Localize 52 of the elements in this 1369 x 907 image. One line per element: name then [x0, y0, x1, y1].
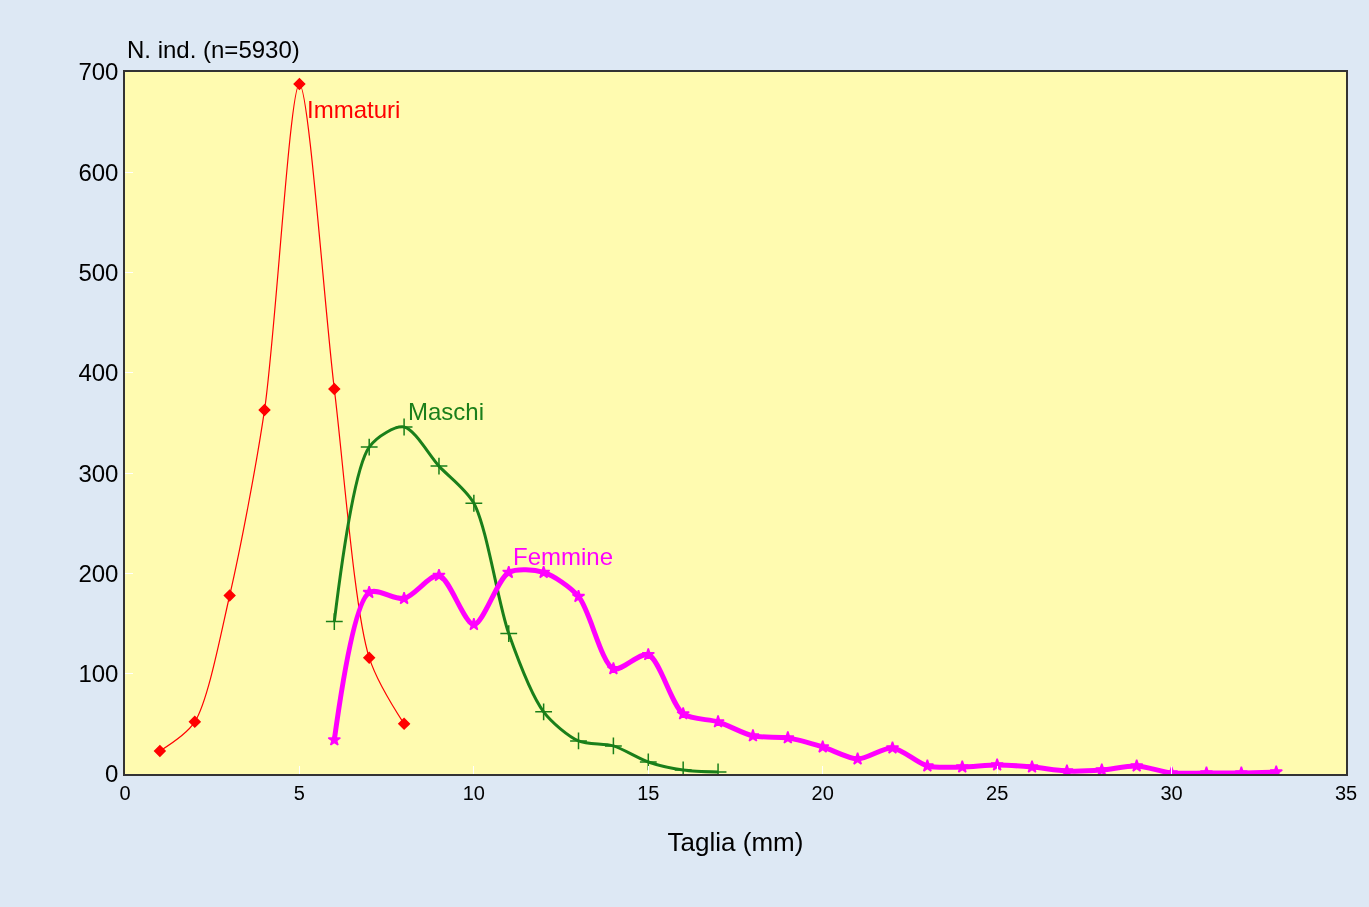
- point: [467, 617, 481, 631]
- point: [499, 624, 518, 643]
- point: [604, 736, 623, 756]
- point: [711, 714, 725, 728]
- point: [781, 730, 795, 744]
- point: [1060, 763, 1074, 774]
- x-tick-label: 15: [637, 781, 660, 804]
- y-tick-label: 100: [78, 660, 119, 688]
- point: [676, 706, 690, 720]
- point: [153, 744, 166, 757]
- x-tick-label: 25: [986, 781, 1009, 804]
- point: [398, 717, 411, 730]
- series-label: Immaturi: [307, 96, 401, 123]
- y-tick-label: 500: [78, 258, 119, 286]
- point: [429, 456, 449, 476]
- x-tick-label: 30: [1160, 781, 1183, 804]
- x-tick-label: 20: [811, 781, 834, 804]
- series-label: Maschi: [408, 398, 485, 425]
- y-tick-label: 300: [78, 459, 119, 487]
- point: [223, 589, 236, 602]
- point: [1025, 759, 1039, 773]
- x-tick-label: 5: [293, 781, 305, 804]
- point: [362, 585, 376, 599]
- series-label: Femmine: [513, 543, 614, 570]
- y-tick-label: 600: [78, 158, 119, 186]
- point: [502, 565, 516, 579]
- y-tick-label: 200: [78, 559, 119, 587]
- point: [641, 647, 656, 661]
- point: [955, 759, 969, 773]
- point: [188, 715, 201, 728]
- x-tick-label: 35: [1334, 781, 1358, 804]
- point: [293, 78, 306, 90]
- point: [569, 731, 588, 751]
- point: [328, 382, 341, 395]
- point: [885, 740, 900, 754]
- point: [258, 404, 271, 416]
- point: [397, 591, 411, 605]
- point: [990, 757, 1004, 771]
- point: [360, 437, 379, 457]
- x-axis-title: Taglia (mm): [667, 826, 804, 857]
- point: [464, 494, 484, 513]
- point: [432, 568, 446, 582]
- y-tick-label: 700: [78, 58, 119, 86]
- y-tick-label: 400: [78, 359, 119, 387]
- y-axis-title: N. ind. (n=5930): [127, 36, 300, 63]
- point: [1129, 758, 1144, 772]
- point: [325, 612, 344, 631]
- x-tick-label: 10: [462, 781, 485, 804]
- point: [534, 702, 553, 721]
- point: [363, 651, 376, 664]
- point: [746, 728, 760, 742]
- point: [571, 589, 586, 603]
